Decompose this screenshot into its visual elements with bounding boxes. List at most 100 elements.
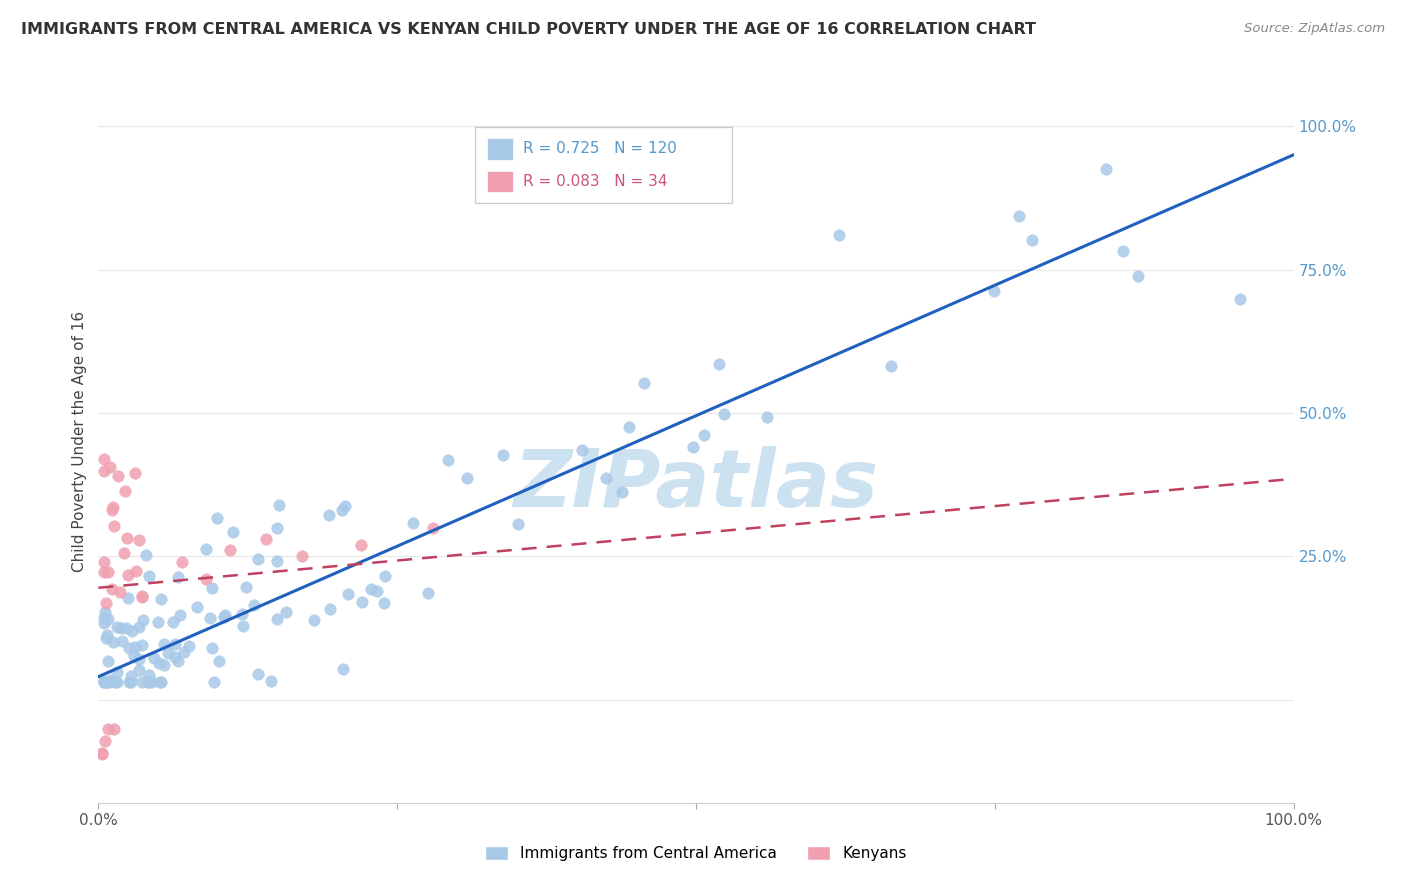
Text: Source: ZipAtlas.com: Source: ZipAtlas.com	[1244, 22, 1385, 36]
Point	[333, 499, 356, 513]
FancyBboxPatch shape	[475, 128, 733, 203]
Point	[1095, 161, 1118, 176]
Point	[94, 596, 117, 610]
Point	[222, 525, 245, 540]
Point	[93, 464, 115, 478]
Point	[110, 621, 132, 635]
Point	[97, 654, 120, 668]
Point	[136, 675, 159, 690]
Point	[202, 675, 225, 690]
Point	[96, 632, 118, 646]
Point	[595, 471, 617, 485]
Point	[110, 585, 132, 599]
Point	[401, 516, 423, 530]
Bar	[486, 138, 513, 160]
Point	[274, 605, 297, 619]
Point	[148, 657, 170, 671]
Point	[98, 675, 121, 690]
Text: R = 0.725   N = 120: R = 0.725 N = 120	[523, 142, 676, 156]
Point	[219, 543, 242, 558]
Point	[93, 673, 115, 688]
Text: ZIPatlas: ZIPatlas	[513, 446, 879, 524]
Point	[93, 611, 115, 625]
Point	[131, 591, 153, 605]
Point	[360, 582, 382, 596]
Point	[373, 596, 395, 610]
Point	[93, 565, 115, 579]
Point	[112, 546, 135, 560]
Point	[165, 637, 187, 651]
Point	[619, 420, 641, 434]
Point	[207, 654, 229, 668]
Point	[132, 613, 155, 627]
Point	[266, 554, 288, 568]
Point	[94, 733, 117, 747]
Point	[122, 649, 145, 664]
Point	[232, 618, 254, 632]
Point	[138, 668, 160, 682]
Point	[149, 591, 172, 606]
Point	[713, 407, 735, 421]
Point	[983, 285, 1005, 299]
Legend: Immigrants from Central America, Kenyans: Immigrants from Central America, Kenyans	[479, 840, 912, 867]
Point	[416, 586, 439, 600]
Point	[610, 484, 633, 499]
Point	[128, 533, 150, 548]
Point	[103, 500, 125, 515]
Point	[121, 624, 143, 639]
Point	[247, 552, 270, 566]
Point	[101, 635, 124, 649]
Point	[125, 565, 148, 579]
Point	[350, 595, 373, 609]
Point	[138, 569, 160, 583]
Point	[117, 640, 139, 655]
Point	[374, 569, 396, 583]
Point	[97, 565, 120, 579]
Point	[110, 634, 132, 648]
Point	[96, 628, 118, 642]
Point	[128, 664, 150, 678]
Point	[1021, 233, 1043, 247]
Point	[291, 549, 314, 564]
Point	[633, 376, 655, 391]
Point	[350, 538, 373, 552]
Point	[162, 615, 184, 630]
Point	[195, 542, 218, 557]
Point	[366, 583, 388, 598]
Point	[143, 651, 166, 665]
Point	[97, 675, 120, 690]
Point	[336, 587, 359, 601]
Point	[91, 747, 114, 761]
Point	[437, 453, 460, 467]
Text: IMMIGRANTS FROM CENTRAL AMERICA VS KENYAN CHILD POVERTY UNDER THE AGE OF 16 CORR: IMMIGRANTS FROM CENTRAL AMERICA VS KENYA…	[21, 22, 1036, 37]
Point	[94, 605, 117, 619]
Point	[506, 516, 529, 531]
Point	[682, 441, 704, 455]
Point	[828, 228, 851, 243]
Point	[214, 607, 236, 622]
Point	[709, 357, 731, 371]
Point	[153, 657, 176, 672]
Point	[115, 621, 138, 635]
Point	[319, 602, 342, 616]
Point	[214, 610, 236, 624]
Point	[266, 612, 288, 626]
Point	[1112, 244, 1135, 259]
Point	[1128, 268, 1150, 283]
Point	[149, 675, 172, 690]
Point	[149, 675, 172, 690]
Point	[128, 651, 150, 665]
Point	[105, 619, 128, 633]
Point	[131, 675, 153, 690]
Point	[693, 428, 716, 442]
Point	[332, 662, 354, 676]
Point	[157, 646, 180, 660]
Point	[201, 640, 224, 655]
Point	[266, 521, 288, 535]
Point	[96, 675, 118, 690]
Point	[93, 675, 115, 690]
Point	[120, 675, 142, 690]
Point	[141, 675, 163, 690]
Point	[422, 520, 444, 534]
Point	[1229, 293, 1251, 307]
